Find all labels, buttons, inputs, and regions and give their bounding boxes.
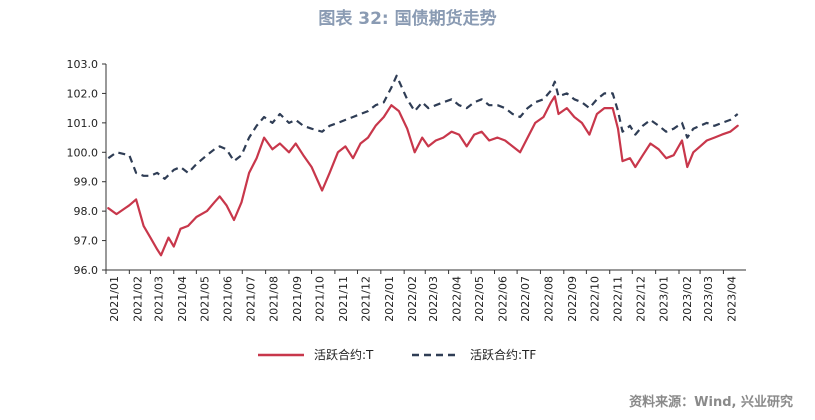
series-layer [107, 74, 739, 257]
x-tick-label: 2022/01 [383, 276, 396, 322]
x-tick-label: 2022/12 [634, 276, 647, 322]
x-tick-label: 2021/10 [314, 276, 327, 322]
legend-label: 活跃合约:TF [470, 347, 536, 362]
y-tick-label: 98.0 [74, 205, 99, 218]
x-tick-label: 2021/06 [222, 276, 235, 322]
y-tick-label: 96.0 [74, 264, 99, 277]
y-tick-label: 97.0 [74, 235, 99, 248]
x-tick-label: 2021/04 [176, 276, 189, 322]
x-tick-label: 2023/02 [681, 276, 694, 322]
x-tick-label: 2021/09 [291, 276, 304, 322]
series-line-t [107, 95, 739, 257]
y-tick-label: 99.0 [74, 176, 99, 189]
chart-title: 图表 32: 国债期货走势 [318, 9, 497, 29]
legend: 活跃合约:T 活跃合约:TF [258, 347, 536, 362]
axes: 96.0 97.0 98.0 99.0 100.0 101.0 102.0 103.0 2021… [67, 58, 746, 322]
y-tick-label: 101.0 [67, 117, 99, 130]
series-line-tf [107, 74, 739, 180]
x-tick-label: 2022/11 [612, 276, 625, 322]
x-tick-label: 2022/05 [473, 276, 486, 322]
x-tick-label: 2023/03 [702, 276, 715, 322]
x-tick-label: 2023/04 [725, 276, 738, 322]
source-note: 资料来源：Wind, 兴业研究 [629, 395, 793, 410]
x-tick-label: 2021/05 [198, 276, 211, 322]
y-tick-label: 103.0 [67, 58, 99, 71]
x-tick-label: 2021/12 [359, 276, 372, 322]
x-tick-label: 2022/10 [588, 276, 601, 322]
x-tick-label: 2021/01 [108, 276, 121, 322]
x-tick-label: 2021/02 [131, 276, 144, 322]
x-tick-label: 2022/02 [406, 276, 419, 322]
x-tick-label: 2023/01 [658, 276, 671, 322]
x-tick-label: 2022/07 [519, 276, 532, 322]
x-tick-label: 2021/08 [268, 276, 281, 322]
y-tick-label: 102.0 [67, 87, 99, 100]
y-tick-label: 100.0 [67, 146, 99, 159]
x-tick-label: 2022/06 [497, 276, 510, 322]
x-tick-label: 2021/03 [152, 276, 165, 322]
x-tick-label: 2022/03 [427, 276, 440, 322]
x-tick-label: 2021/07 [244, 276, 257, 322]
x-tick-label: 2021/11 [337, 276, 350, 322]
x-tick-label: 2022/08 [542, 276, 555, 322]
x-tick-label: 2022/04 [451, 276, 464, 322]
legend-label: 活跃合约:T [314, 347, 374, 362]
x-tick-label: 2022/09 [566, 276, 579, 322]
